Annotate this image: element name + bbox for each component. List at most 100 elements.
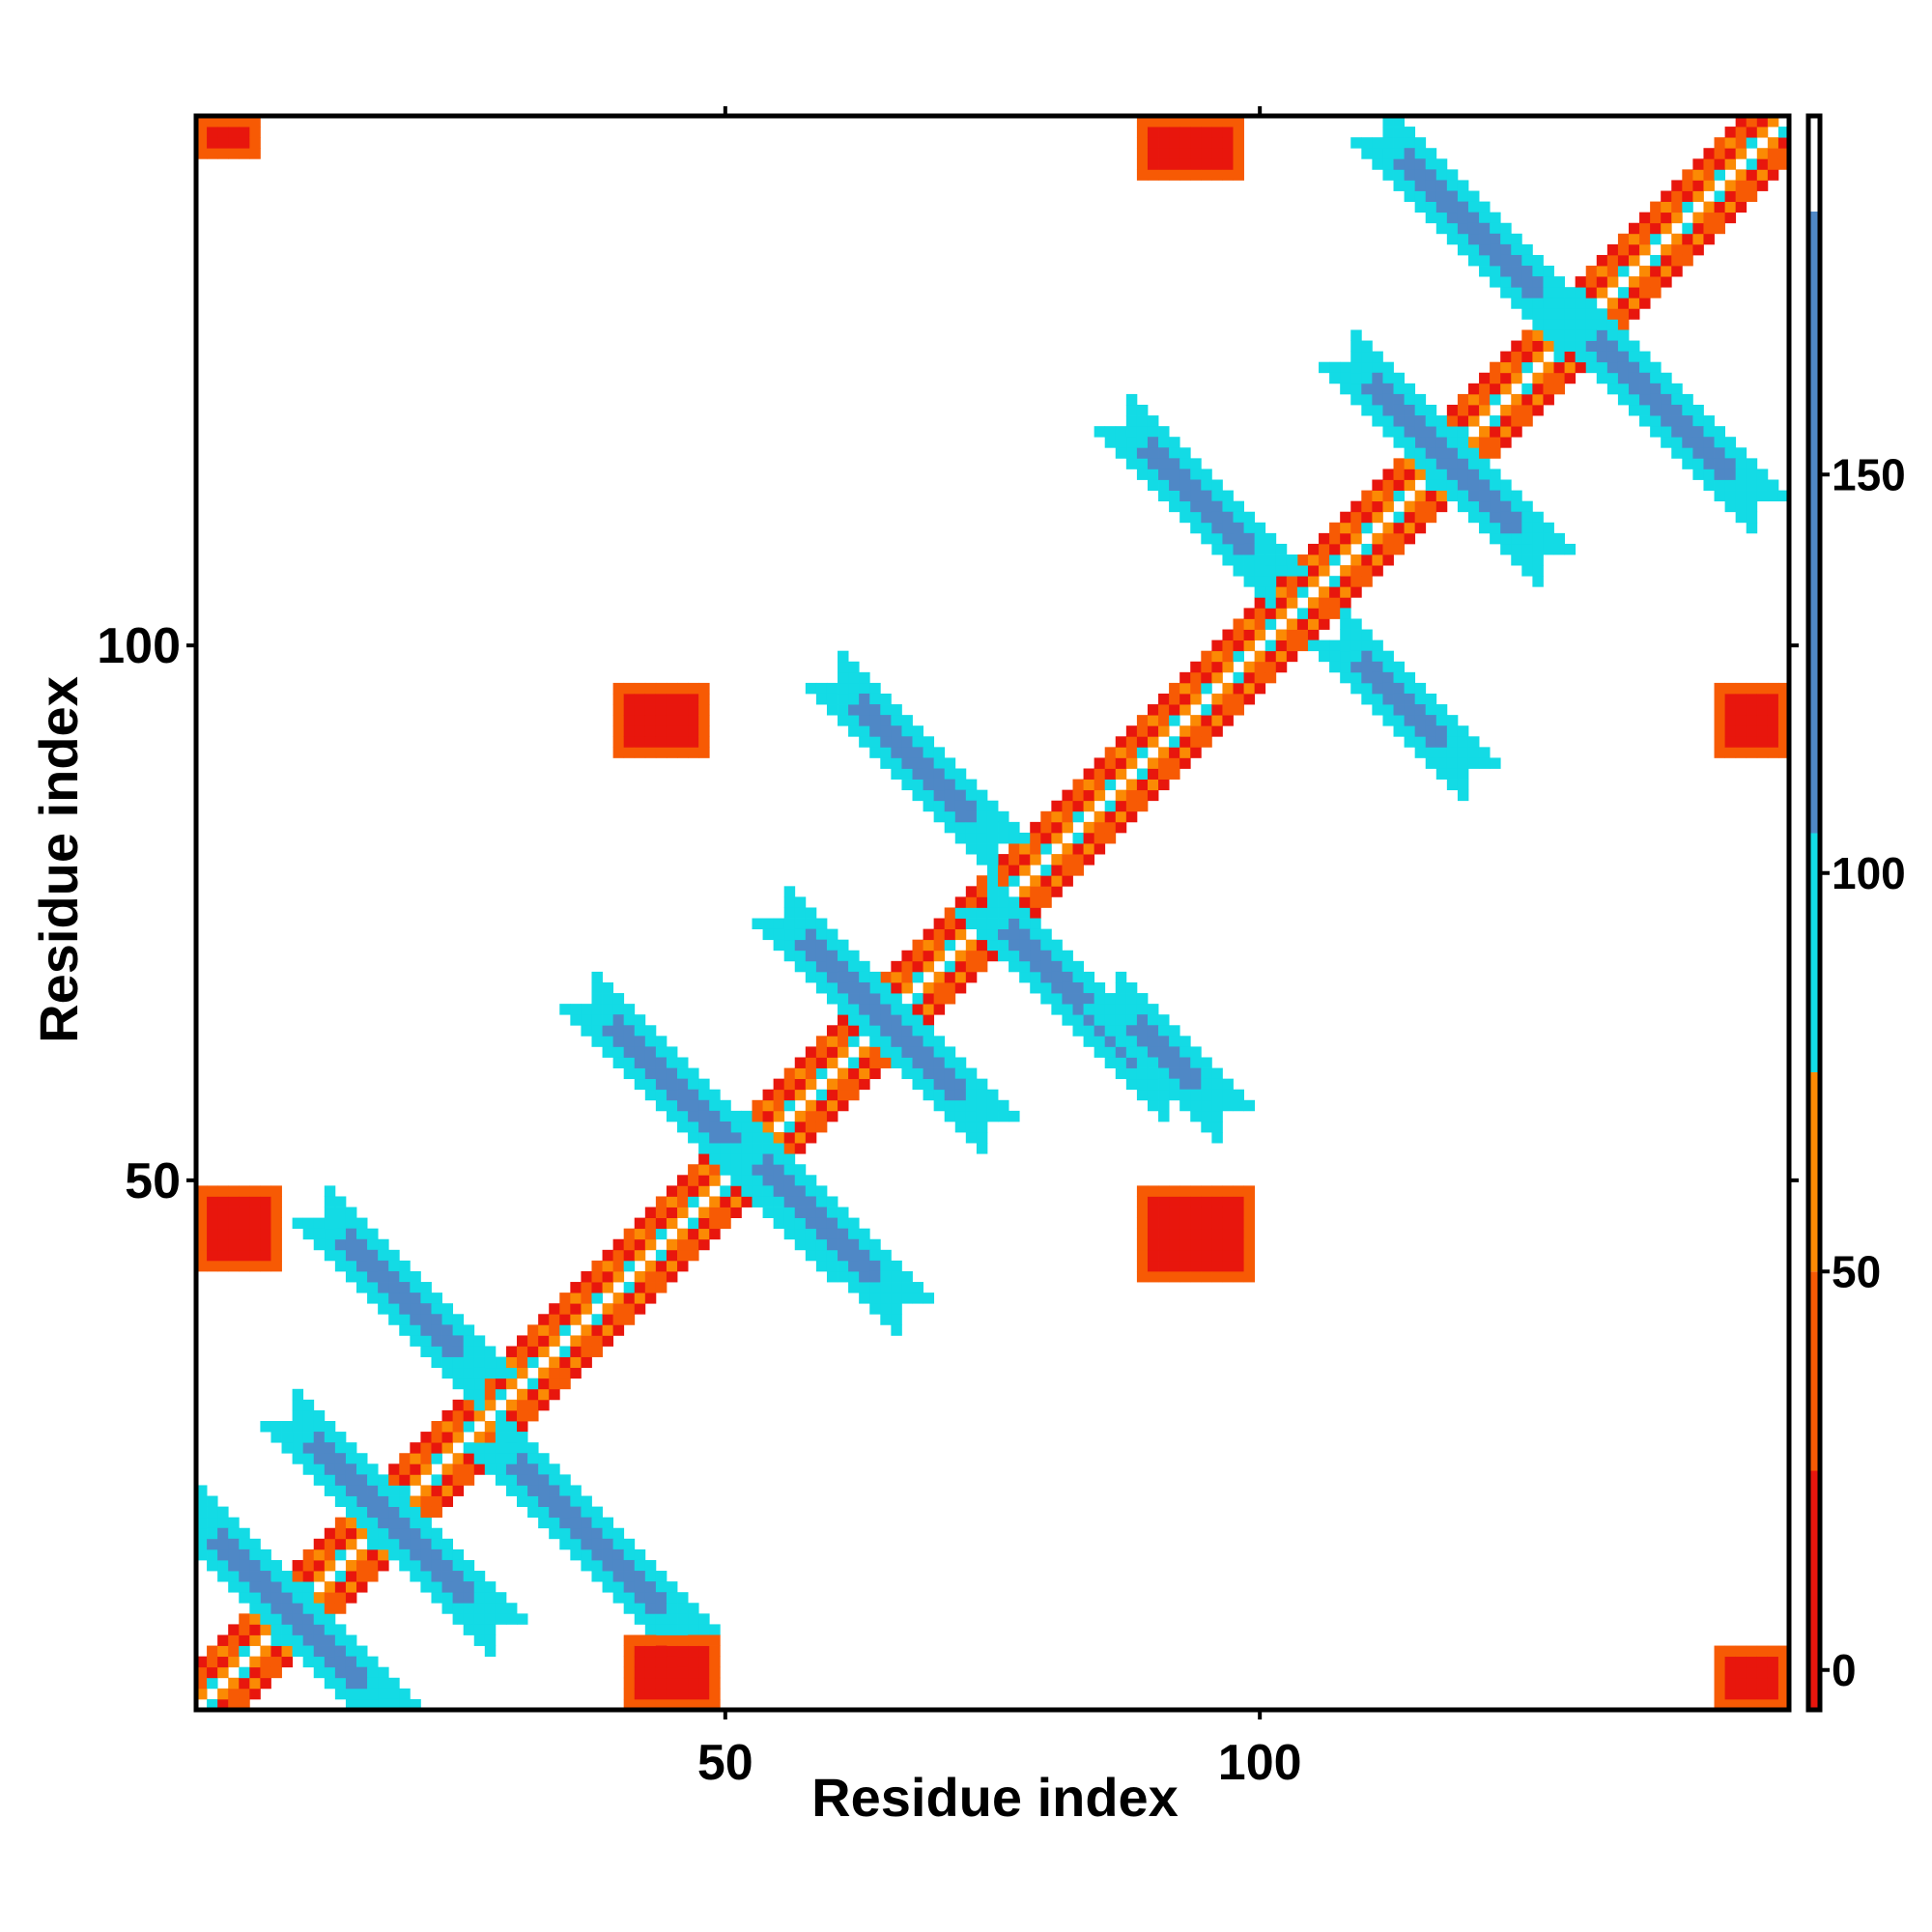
heatmap-cell — [1703, 437, 1715, 448]
heatmap-cell — [612, 693, 625, 705]
heatmap-cell — [688, 1645, 699, 1658]
heatmap-cell — [794, 1057, 807, 1068]
heatmap-cell — [1340, 650, 1351, 663]
heatmap-cell — [388, 1485, 400, 1496]
heatmap-cell — [1650, 201, 1662, 213]
heatmap-cell — [1147, 1228, 1159, 1240]
heatmap-cell — [324, 1538, 336, 1550]
heatmap-cell — [1425, 704, 1437, 716]
heatmap-cell — [1158, 437, 1170, 448]
heatmap-cell — [1703, 180, 1715, 191]
heatmap-cell — [1661, 404, 1672, 416]
heatmap-cell — [1671, 254, 1683, 267]
heatmap-cell — [1275, 608, 1288, 619]
heatmap-cell — [688, 725, 699, 737]
heatmap-cell — [1222, 522, 1234, 534]
heatmap-cell — [270, 1581, 282, 1593]
heatmap-cell — [410, 1571, 421, 1582]
heatmap-cell — [1040, 993, 1052, 1005]
heatmap-cell — [356, 1228, 368, 1240]
heatmap-cell — [452, 1432, 465, 1443]
heatmap-cell — [1724, 201, 1737, 213]
heatmap-cell — [1435, 437, 1448, 448]
heatmap-cell — [1115, 1067, 1127, 1080]
heatmap-cell — [334, 1603, 347, 1614]
heatmap-cell — [431, 1495, 442, 1507]
heatmap-cell — [1040, 939, 1052, 952]
y-tick-label: 100 — [97, 618, 181, 674]
heatmap-cell — [826, 981, 838, 994]
heatmap-cell — [538, 1495, 550, 1507]
heatmap-cell — [1671, 243, 1683, 256]
heatmap-cell — [1243, 693, 1256, 705]
heatmap-cell — [1650, 254, 1662, 267]
heatmap-cell — [239, 148, 250, 159]
heatmap-cell — [1457, 415, 1469, 427]
heatmap-cell — [538, 1324, 550, 1336]
heatmap-cell — [1211, 522, 1223, 534]
heatmap-cell — [783, 1089, 796, 1101]
heatmap-cell — [1040, 810, 1052, 823]
heatmap-cell — [1030, 875, 1041, 887]
heatmap-cell — [1735, 148, 1747, 159]
heatmap-cell — [815, 1110, 828, 1122]
heatmap-cell — [923, 1293, 935, 1304]
heatmap-cell — [1340, 629, 1351, 641]
heatmap-cell — [901, 715, 913, 726]
heatmap-cell — [517, 1421, 528, 1433]
heatmap-cell — [1746, 1677, 1758, 1690]
heatmap-cell — [420, 1485, 432, 1496]
heatmap-cell — [495, 1592, 507, 1604]
heatmap-cell — [1511, 554, 1522, 566]
heatmap-cell — [965, 800, 978, 812]
heatmap-cell — [783, 928, 796, 941]
heatmap-cell — [463, 1581, 475, 1593]
heatmap-cell — [783, 1067, 796, 1080]
heatmap-cell — [741, 1196, 753, 1208]
heatmap-cell — [1179, 1099, 1191, 1112]
heatmap-cell — [1596, 361, 1608, 374]
heatmap-cell — [623, 736, 636, 748]
heatmap-cell — [880, 1293, 892, 1304]
heatmap-cell — [698, 1688, 710, 1700]
heatmap-cell — [1467, 469, 1480, 480]
heatmap-cell — [838, 950, 849, 962]
heatmap-cell — [302, 1634, 315, 1646]
heatmap-cell — [666, 1634, 678, 1646]
heatmap-cell — [1136, 715, 1149, 726]
heatmap-cell — [217, 1656, 229, 1668]
heatmap-cell — [1521, 565, 1533, 577]
heatmap-cell — [441, 1581, 454, 1593]
heatmap-cell — [260, 1217, 271, 1230]
heatmap-cell — [805, 1121, 817, 1133]
heatmap-cell — [773, 1078, 785, 1091]
heatmap-cell — [677, 1121, 689, 1133]
heatmap-cell — [880, 1025, 892, 1037]
heatmap-cell — [1211, 639, 1223, 652]
heatmap-cell — [410, 1559, 421, 1572]
heatmap-cell — [1009, 854, 1020, 866]
heatmap-cell — [1564, 543, 1577, 555]
heatmap-cell — [1125, 981, 1138, 994]
heatmap-cell — [452, 1409, 465, 1422]
heatmap-cell — [634, 1645, 646, 1658]
heatmap-cell — [1735, 1656, 1747, 1668]
heatmap-cell — [302, 1581, 315, 1593]
heatmap-cell — [1532, 340, 1544, 353]
heatmap-cell — [473, 1399, 486, 1411]
heatmap-cell — [1703, 169, 1715, 181]
heatmap-cell — [1661, 426, 1672, 438]
heatmap-cell — [1147, 1089, 1159, 1101]
heatmap-cell — [559, 1378, 571, 1390]
heatmap-cell — [196, 1688, 208, 1700]
heatmap-cell — [1009, 907, 1020, 919]
heatmap-cell — [1511, 361, 1522, 374]
heatmap-cell — [644, 1677, 657, 1690]
heatmap-cell — [634, 1656, 646, 1668]
heatmap-cell — [1158, 768, 1170, 780]
heatmap-cell — [634, 715, 646, 726]
heatmap-cell — [805, 971, 817, 983]
heatmap-cell — [1201, 511, 1212, 524]
heatmap-cell — [367, 1495, 379, 1507]
heatmap-cell — [1222, 1270, 1234, 1283]
